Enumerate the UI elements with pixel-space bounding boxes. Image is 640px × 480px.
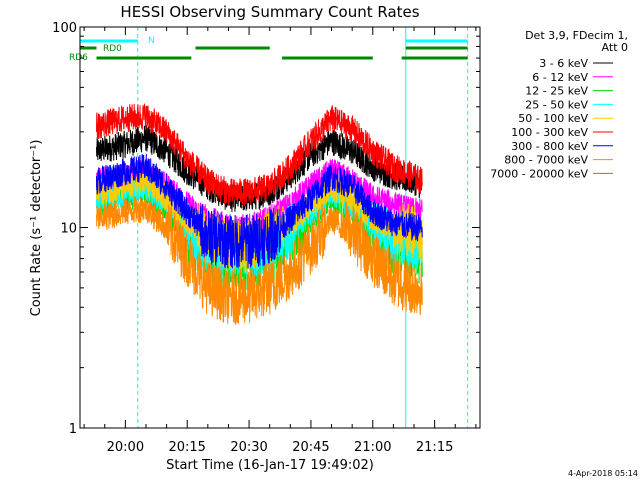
legend-entry-label: 800 - 7000 keV xyxy=(504,154,588,167)
flag-label: N xyxy=(148,36,155,46)
series-line xyxy=(95,153,423,269)
x-tick-label: 21:00 xyxy=(354,440,391,455)
legend-entry-label: 300 - 800 keV xyxy=(511,140,588,153)
flag-label: RD6 xyxy=(69,53,88,63)
series-line xyxy=(95,103,423,207)
legend-entry-label: 3 - 6 keV xyxy=(539,57,588,70)
x-tick-label: 20:45 xyxy=(292,440,329,455)
legend-entry-label: 25 - 50 keV xyxy=(525,98,588,111)
x-tick-label: 20:15 xyxy=(168,440,205,455)
x-tick-label: 20:00 xyxy=(107,440,144,455)
x-tick-label: 21:15 xyxy=(416,440,453,455)
chart-title: HESSI Observing Summary Count Rates xyxy=(120,3,419,21)
legend-entry-label: 7000 - 20000 keV xyxy=(490,167,588,180)
legend-title: Det 3,9, FDecim 1, xyxy=(525,29,628,42)
x-axis-label: Start Time (16-Jan-17 19:49:02) xyxy=(166,458,374,473)
date-stamp: 4-Apr-2018 05:14 xyxy=(568,469,638,478)
legend-title: Att 0 xyxy=(602,41,628,54)
legend-entry-label: 100 - 300 keV xyxy=(511,126,588,139)
legend-entry-label: 12 - 25 keV xyxy=(525,85,588,98)
flag-label: RD0 xyxy=(103,44,122,54)
y-axis-label: Count Rate (s⁻¹ detector⁻¹) xyxy=(29,140,44,317)
x-tick-label: 20:30 xyxy=(230,440,267,455)
y-tick-label: 100 xyxy=(52,21,77,36)
legend-entry-label: 50 - 100 keV xyxy=(518,112,588,125)
legend-entry-label: 6 - 12 keV xyxy=(532,71,588,84)
y-tick-label: 1 xyxy=(69,422,77,437)
series-line xyxy=(95,196,423,325)
y-tick-label: 10 xyxy=(60,222,77,237)
